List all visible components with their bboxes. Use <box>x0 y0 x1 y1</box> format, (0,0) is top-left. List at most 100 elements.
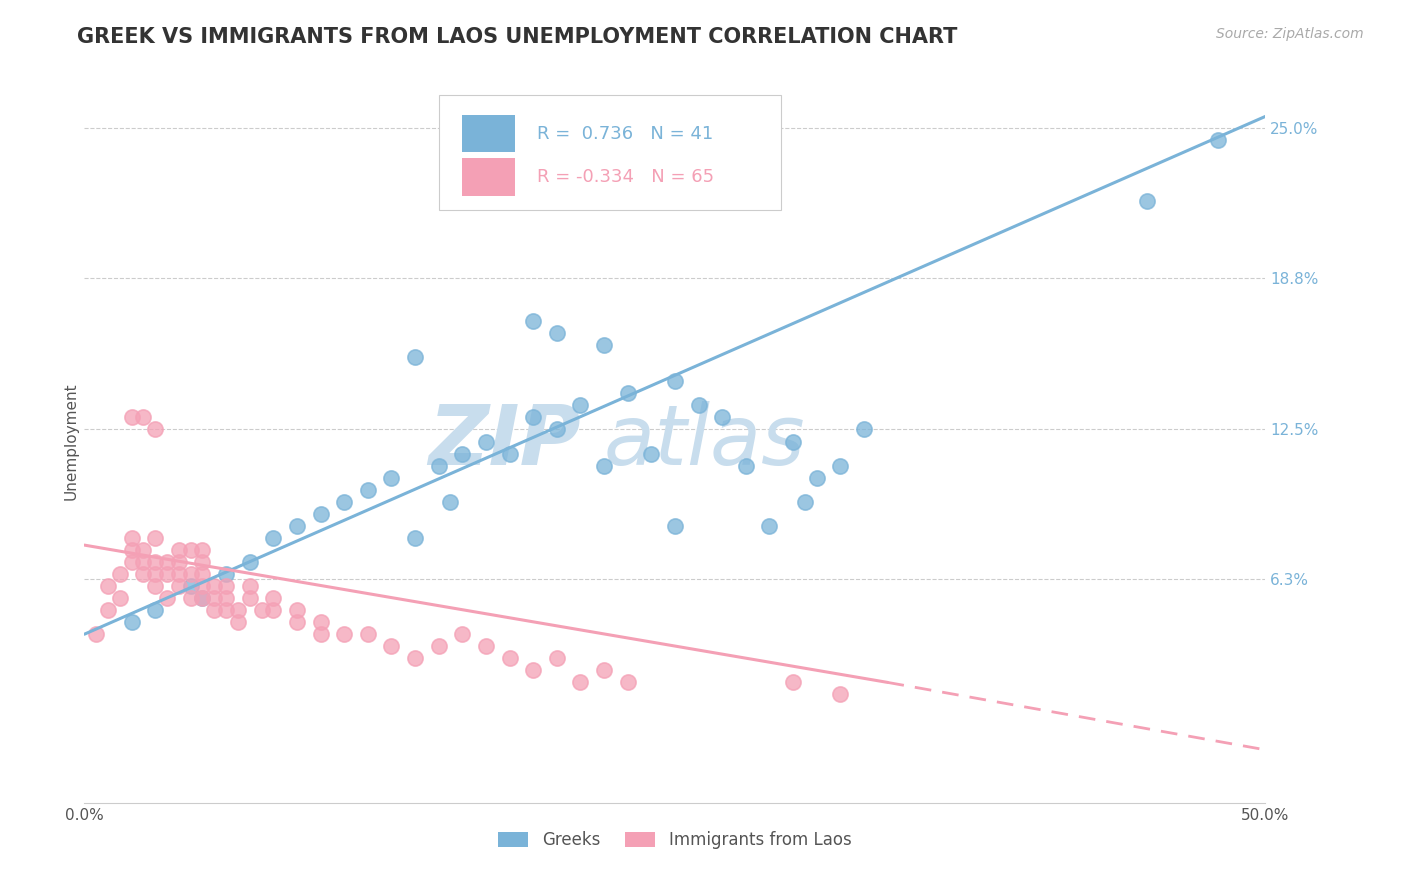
Point <box>1136 194 1159 208</box>
Point <box>121 615 143 630</box>
Point <box>734 458 756 473</box>
Point <box>758 518 780 533</box>
Point <box>333 494 356 508</box>
Point <box>108 591 131 606</box>
Point <box>191 542 214 557</box>
Text: R =  0.736   N = 41: R = 0.736 N = 41 <box>537 125 713 143</box>
Point <box>522 314 544 328</box>
Point <box>215 579 238 593</box>
Point <box>121 531 143 545</box>
Point <box>285 603 308 617</box>
Point <box>616 386 638 401</box>
Point <box>439 494 461 508</box>
Point <box>191 567 214 582</box>
Point <box>202 579 225 593</box>
Text: GREEK VS IMMIGRANTS FROM LAOS UNEMPLOYMENT CORRELATION CHART: GREEK VS IMMIGRANTS FROM LAOS UNEMPLOYME… <box>77 27 957 46</box>
Point <box>333 627 356 641</box>
Point <box>546 651 568 665</box>
Point <box>215 591 238 606</box>
Point <box>262 531 284 545</box>
Point <box>593 338 616 352</box>
Point <box>782 675 804 690</box>
Text: atlas: atlas <box>605 401 806 482</box>
Point <box>569 675 592 690</box>
Point <box>806 470 828 484</box>
Point <box>239 555 262 569</box>
Point <box>711 410 734 425</box>
Point <box>156 591 179 606</box>
Point <box>546 326 568 340</box>
Point <box>309 627 332 641</box>
Point <box>640 446 662 460</box>
Point <box>239 591 262 606</box>
Point <box>498 446 520 460</box>
Point <box>143 567 166 582</box>
Point <box>132 410 155 425</box>
Point <box>97 579 120 593</box>
Text: Source: ZipAtlas.com: Source: ZipAtlas.com <box>1216 27 1364 41</box>
Point <box>180 591 202 606</box>
Point <box>143 531 166 545</box>
Point <box>167 555 190 569</box>
Point <box>191 579 214 593</box>
Point <box>285 615 308 630</box>
Point <box>121 555 143 569</box>
Point <box>84 627 107 641</box>
Point <box>167 579 190 593</box>
Point <box>380 470 402 484</box>
Point <box>143 422 166 436</box>
Point <box>180 567 202 582</box>
Point <box>404 350 426 364</box>
Point <box>830 687 852 701</box>
FancyBboxPatch shape <box>439 95 782 211</box>
Point <box>830 458 852 473</box>
Point <box>215 567 238 582</box>
Point <box>191 555 214 569</box>
Y-axis label: Unemployment: Unemployment <box>63 383 79 500</box>
Point <box>226 603 249 617</box>
Point <box>1206 133 1229 147</box>
Legend: Greeks, Immigrants from Laos: Greeks, Immigrants from Laos <box>492 824 858 856</box>
Point <box>202 603 225 617</box>
Point <box>108 567 131 582</box>
Point <box>250 603 273 617</box>
Point <box>215 603 238 617</box>
Text: R = -0.334   N = 65: R = -0.334 N = 65 <box>537 168 714 186</box>
Point <box>357 483 380 497</box>
Point <box>191 591 214 606</box>
Point <box>309 615 332 630</box>
Point <box>451 627 474 641</box>
Point <box>569 398 592 412</box>
Point <box>167 567 190 582</box>
Point <box>180 542 202 557</box>
Point <box>593 458 616 473</box>
Point <box>132 542 155 557</box>
Point <box>180 579 202 593</box>
Point <box>522 410 544 425</box>
Point <box>121 542 143 557</box>
Point <box>143 579 166 593</box>
Point <box>309 507 332 521</box>
Point <box>793 494 815 508</box>
Point <box>498 651 520 665</box>
Point <box>664 374 686 388</box>
Point <box>782 434 804 449</box>
Point <box>132 555 155 569</box>
Point <box>143 603 166 617</box>
FancyBboxPatch shape <box>463 158 516 195</box>
Point <box>121 410 143 425</box>
Point <box>852 422 875 436</box>
Point <box>285 518 308 533</box>
Point <box>404 531 426 545</box>
Text: ZIP: ZIP <box>427 401 581 482</box>
Point <box>239 579 262 593</box>
Point <box>143 555 166 569</box>
Point <box>97 603 120 617</box>
Point <box>616 675 638 690</box>
Point <box>664 518 686 533</box>
Point <box>546 422 568 436</box>
Point <box>688 398 710 412</box>
Point <box>475 434 498 449</box>
Point <box>191 591 214 606</box>
Point <box>475 639 498 653</box>
